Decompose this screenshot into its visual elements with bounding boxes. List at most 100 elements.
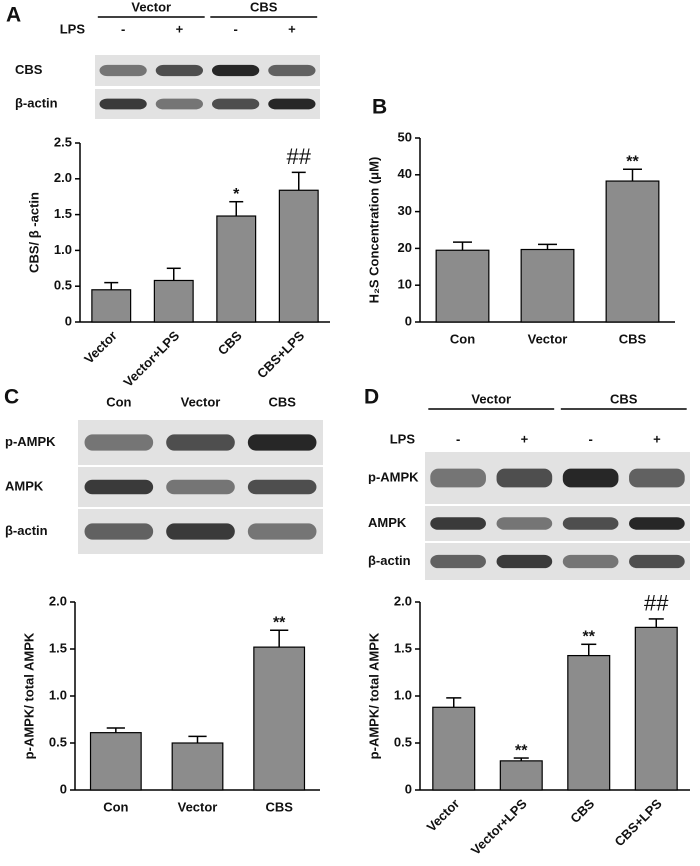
bar	[153, 279, 194, 323]
band	[247, 479, 317, 495]
band	[166, 434, 235, 451]
y-axis-title: CBS/ β -actin	[26, 192, 41, 273]
y-tick-label: 1.0	[49, 687, 67, 702]
x-tick-label: CBS+LPS	[612, 796, 665, 849]
y-tick-label: 30	[398, 203, 412, 218]
panel-letter: B	[372, 96, 387, 119]
bar	[253, 646, 306, 791]
bar	[567, 654, 611, 791]
bar	[91, 289, 132, 323]
treatment-label: LPS	[390, 431, 416, 446]
y-tick-label: 1.0	[394, 687, 412, 702]
y-tick-label: 20	[398, 240, 412, 255]
blot-row-label: AMPK	[5, 478, 44, 493]
band	[247, 434, 317, 451]
band	[166, 523, 235, 540]
x-tick-label: Vector	[81, 328, 120, 367]
y-tick-label: 0	[60, 781, 67, 796]
y-tick-label: 2.5	[54, 134, 72, 149]
y-tick-label: 0.5	[49, 734, 67, 749]
x-tick-label: CBS	[215, 328, 245, 358]
bar	[278, 189, 319, 323]
y-tick-label: 50	[398, 129, 412, 144]
bar	[499, 760, 543, 791]
band	[562, 517, 619, 530]
bar	[432, 706, 476, 791]
significance: **	[273, 614, 286, 631]
y-axis-title: p-AMPK/ total AMPK	[366, 632, 381, 759]
band	[629, 517, 685, 530]
y-axis-title: p-AMPK/ total AMPK	[21, 632, 36, 759]
band	[99, 98, 147, 110]
lane-sign: +	[176, 21, 184, 36]
significance: *	[233, 186, 240, 203]
panel-letter: C	[4, 386, 19, 409]
band	[155, 64, 203, 77]
bar	[435, 249, 490, 323]
y-tick-label: 0	[405, 781, 412, 796]
y-tick-label: 40	[398, 166, 412, 181]
lane-sign: +	[653, 431, 661, 446]
lane-sign: -	[456, 431, 460, 446]
band	[430, 554, 486, 569]
panel-letter: D	[364, 386, 379, 409]
band	[212, 98, 260, 110]
significance: **	[626, 153, 639, 170]
band	[84, 523, 154, 540]
significance: **	[583, 629, 596, 646]
y-tick-label: 0	[65, 313, 72, 328]
y-tick-label: 1.0	[54, 242, 72, 257]
lane-label: Con	[106, 394, 131, 409]
blot-row-label: CBS	[15, 62, 43, 77]
band	[430, 468, 486, 488]
bar	[171, 742, 224, 791]
band	[562, 554, 619, 569]
blot-row-label: p-AMPK	[5, 434, 56, 449]
bar	[520, 248, 575, 323]
blot-row-label: p-AMPK	[368, 469, 419, 484]
y-tick-label: 2.0	[54, 170, 72, 185]
blot-group: Vector	[471, 391, 511, 406]
band	[84, 434, 154, 451]
significance: ##	[287, 144, 312, 169]
band	[496, 517, 553, 530]
band	[155, 98, 203, 110]
band	[247, 523, 317, 540]
lane-sign: -	[121, 21, 125, 36]
x-tick-label: Vector+LPS	[468, 796, 530, 858]
band	[629, 468, 685, 488]
x-tick-label: Vector	[424, 796, 463, 835]
x-tick-label: Con	[450, 331, 475, 346]
panel-letter: A	[6, 4, 21, 27]
y-tick-label: 2.0	[49, 593, 67, 608]
blot-group: Vector	[131, 0, 171, 14]
band	[99, 64, 147, 77]
bar	[89, 732, 142, 791]
band	[166, 479, 235, 495]
band	[268, 64, 316, 77]
significance: **	[515, 742, 528, 759]
x-tick-label: CBS	[567, 796, 597, 826]
lane-sign: +	[288, 21, 296, 36]
band	[496, 468, 553, 488]
y-tick-label: 10	[398, 277, 412, 292]
y-axis-title: H₂S Concentration (μM)	[366, 157, 381, 304]
x-tick-label: Vector	[528, 331, 568, 346]
lane-sign: -	[588, 431, 592, 446]
y-tick-label: 1.5	[49, 640, 67, 655]
y-tick-label: 1.5	[394, 640, 412, 655]
band	[212, 64, 260, 77]
bar	[634, 626, 678, 791]
y-tick-label: 0.5	[394, 734, 412, 749]
lane-label: Vector	[181, 394, 221, 409]
blot-row-label: β-actin	[5, 523, 48, 538]
x-tick-label: CBS+LPS	[254, 328, 307, 381]
significance: ##	[644, 591, 669, 616]
blot-row-label: β-actin	[368, 553, 411, 568]
band	[430, 517, 486, 530]
lane-sign: +	[521, 431, 529, 446]
y-tick-label: 0.5	[54, 278, 72, 293]
lane-label: CBS	[268, 394, 296, 409]
band	[496, 554, 553, 569]
